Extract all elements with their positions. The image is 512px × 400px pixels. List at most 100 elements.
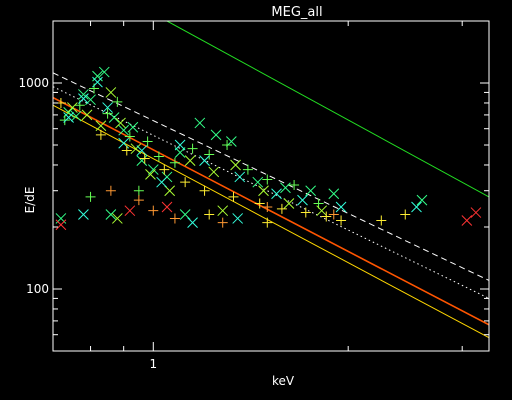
data-point-1-9 [187, 143, 198, 154]
data-point-6-2 [161, 201, 173, 213]
data-point-1-14 [289, 179, 300, 190]
data-point-3-16 [232, 213, 244, 224]
data-point-2-15 [217, 205, 229, 217]
data-point-6-4 [470, 207, 482, 218]
data-point-2-3 [105, 87, 117, 98]
axes [52, 20, 490, 352]
data-point-1-6 [142, 136, 153, 147]
data-point-5-2 [148, 205, 159, 216]
data-point-2-10 [230, 159, 241, 171]
data-point-4-12 [336, 215, 347, 226]
data-point-3-13 [411, 201, 422, 213]
data-point-3-12 [335, 201, 347, 213]
data-point-1-13 [262, 174, 273, 185]
data-point-0-14 [210, 129, 222, 141]
y-axis-label: E/dE [23, 187, 37, 214]
data-point-4-10 [300, 207, 311, 218]
data-point-0-16 [252, 176, 264, 188]
data-point-3-14 [78, 209, 89, 220]
data-point-6-0 [55, 219, 67, 231]
data-point-1-15 [313, 198, 324, 209]
data-point-5-4 [217, 217, 228, 228]
data-points [55, 66, 482, 231]
data-point-0-20 [416, 194, 428, 206]
data-point-4-5 [180, 177, 191, 188]
data-point-0-8 [127, 121, 139, 133]
data-point-0-17 [280, 182, 291, 194]
data-point-1-5 [124, 131, 135, 142]
data-point-1-4 [112, 96, 123, 107]
data-point-4-6 [199, 185, 210, 196]
data-point-0-22 [105, 209, 117, 220]
data-point-4-4 [159, 164, 170, 175]
data-point-2-9 [208, 166, 220, 178]
data-point-0-2 [78, 89, 89, 100]
data-point-3-15 [187, 217, 198, 228]
data-point-4-8 [254, 198, 265, 209]
data-point-5-5 [262, 202, 273, 213]
plot-frame [52, 20, 490, 352]
data-point-3-8 [199, 155, 210, 166]
data-point-2-1 [81, 109, 93, 121]
data-point-4-13 [376, 215, 387, 226]
data-point-1-12 [242, 164, 253, 175]
data-point-5-3 [169, 213, 180, 224]
data-point-4-1 [95, 129, 106, 140]
y-tick-label: 1000 [18, 76, 49, 90]
data-point-0-5 [98, 66, 110, 78]
data-point-3-0 [63, 112, 74, 123]
data-point-2-8 [184, 155, 196, 166]
data-point-3-3 [102, 102, 113, 113]
data-point-2-4 [115, 117, 126, 129]
data-point-2-14 [111, 213, 123, 224]
data-point-4-3 [139, 153, 150, 164]
data-point-5-1 [133, 195, 144, 206]
data-point-0-18 [305, 185, 316, 197]
data-point-0-6 [108, 112, 120, 123]
data-point-3-1 [78, 93, 89, 104]
data-point-3-10 [271, 188, 282, 200]
data-point-3-11 [297, 194, 308, 206]
data-point-5-0 [105, 185, 116, 196]
data-point-4-7 [228, 191, 239, 202]
data-point-1-7 [153, 151, 164, 162]
data-point-4-14 [400, 209, 411, 220]
data-point-0-7 [118, 124, 130, 136]
ticks: 1 100 1000 [18, 20, 489, 371]
data-point-5-6 [328, 209, 339, 220]
data-point-4-11 [321, 211, 332, 222]
data-point-2-11 [258, 185, 269, 197]
data-point-4-15 [204, 209, 215, 220]
data-point-4-16 [262, 217, 273, 228]
data-point-3-2 [92, 76, 103, 88]
data-point-2-0 [67, 102, 78, 113]
model-line-solid-3 [53, 96, 489, 326]
data-point-3-7 [174, 139, 186, 151]
data-point-1-8 [169, 157, 180, 168]
x-axis-label: keV [272, 374, 295, 388]
data-point-2-13 [316, 205, 328, 217]
data-point-1-16 [85, 191, 96, 202]
data-point-0-12 [174, 147, 186, 158]
model-line-dashed-1 [53, 72, 489, 281]
data-point-2-12 [283, 198, 295, 209]
data-point-6-1 [124, 205, 136, 217]
data-point-2-6 [145, 169, 156, 180]
data-point-2-2 [95, 120, 107, 132]
data-point-4-9 [276, 203, 287, 214]
data-point-3-6 [156, 176, 167, 188]
chart-title: MEG_all [271, 5, 322, 20]
data-point-2-5 [130, 143, 142, 155]
data-point-3-9 [234, 171, 246, 183]
data-point-4-2 [121, 145, 132, 156]
data-point-1-0 [59, 115, 70, 126]
model-line-solid-4 [53, 104, 489, 339]
data-point-0-13 [194, 117, 206, 129]
data-point-0-10 [147, 164, 159, 175]
data-point-0-19 [328, 188, 340, 200]
data-point-6-3 [461, 215, 473, 226]
data-point-1-11 [222, 140, 233, 151]
x-tick-label: 1 [149, 357, 157, 371]
